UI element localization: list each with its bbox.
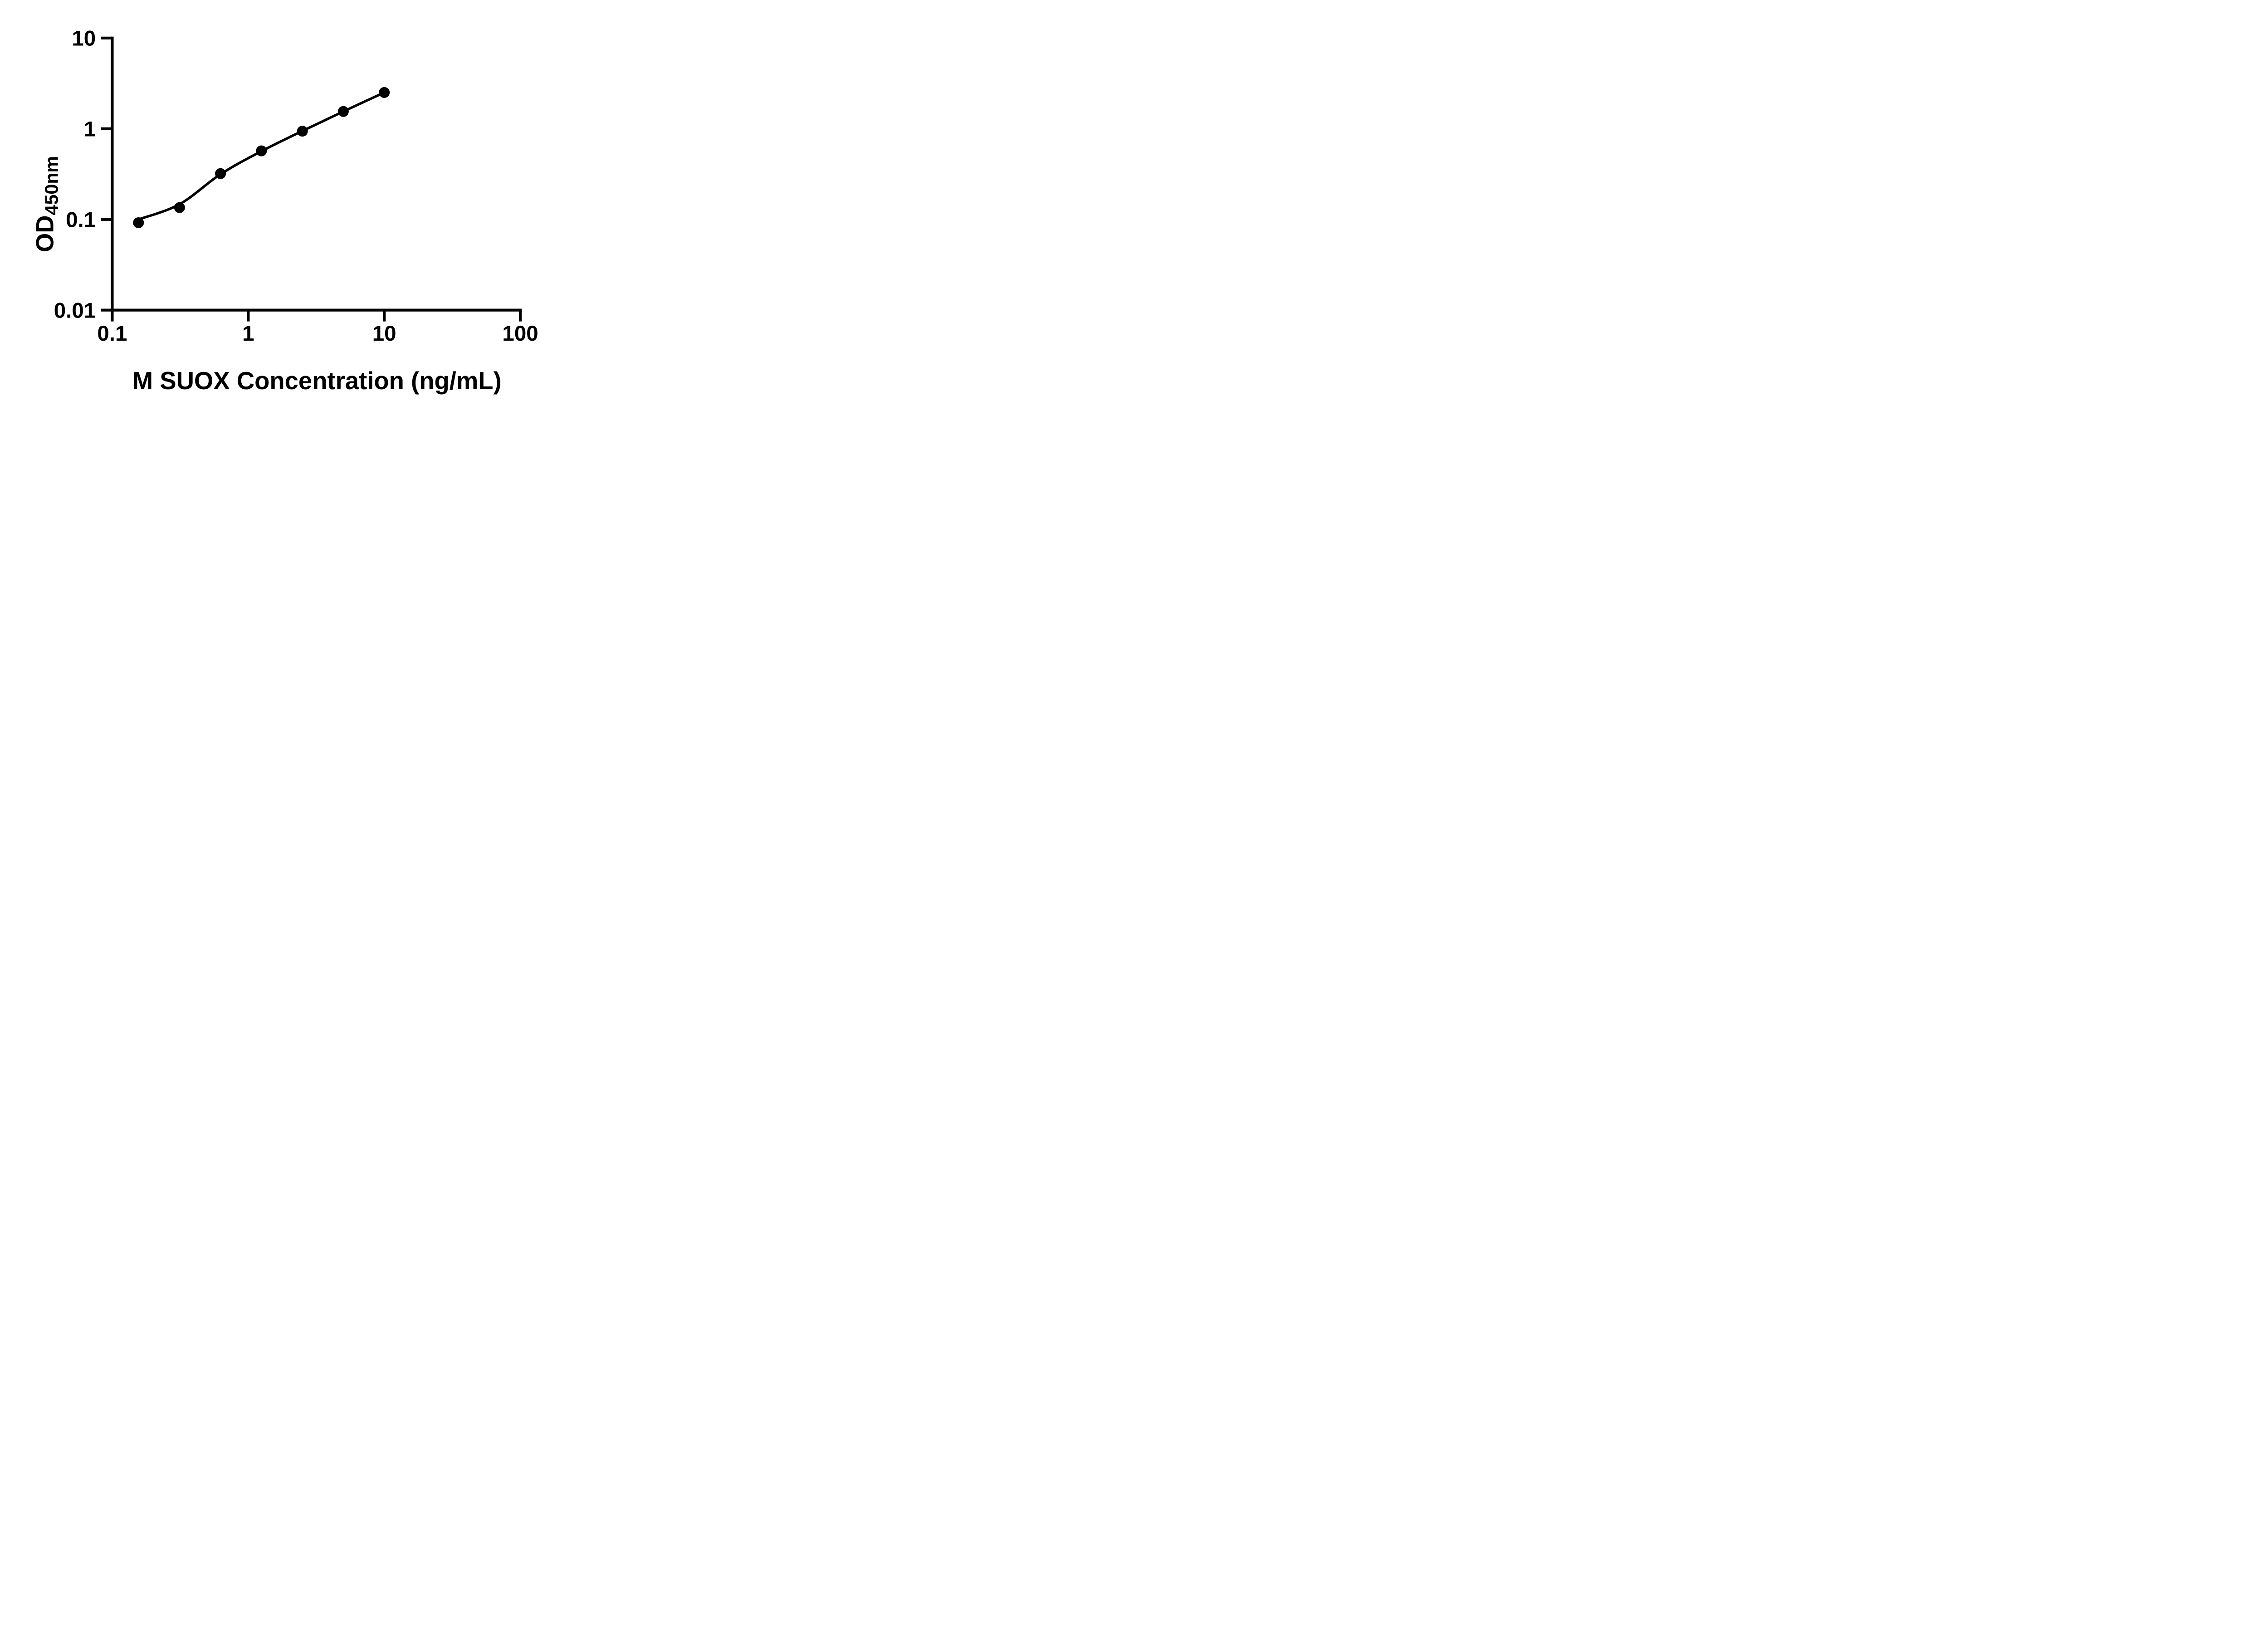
- y-axis-title-main: OD: [31, 215, 59, 252]
- y-tick-label: 0.1: [66, 208, 96, 232]
- svg-text:OD450nm: OD450nm: [31, 156, 62, 252]
- y-tick-label: 10: [72, 27, 96, 51]
- x-tick-label: 100: [502, 322, 538, 346]
- y-axis-title: OD450nm: [31, 156, 62, 252]
- data-point: [379, 87, 390, 98]
- standard-curve-figure: 0.01 0.1 1 10 0.1 1 10 100 M SUOX Concentratio…: [0, 0, 583, 408]
- data-point: [133, 217, 144, 228]
- data-points: [133, 87, 390, 228]
- data-point: [297, 126, 308, 137]
- x-tick-label: 1: [242, 322, 254, 346]
- y-axis-title-subscript: 450nm: [41, 156, 62, 215]
- data-point: [174, 202, 185, 213]
- data-point: [337, 106, 349, 117]
- y-tick-label: 1: [84, 117, 96, 142]
- x-tick-label: 0.1: [97, 322, 127, 346]
- x-axis-ticks: 0.1 1 10 100: [97, 310, 538, 346]
- data-point: [256, 145, 267, 156]
- x-axis-title: M SUOX Concentration (ng/mL): [132, 367, 502, 395]
- y-tick-label: 0.01: [54, 298, 96, 323]
- x-tick-label: 10: [372, 322, 396, 346]
- axes: [111, 36, 522, 312]
- y-axis-ticks: 0.01 0.1 1 10: [54, 27, 112, 323]
- data-point: [215, 168, 226, 179]
